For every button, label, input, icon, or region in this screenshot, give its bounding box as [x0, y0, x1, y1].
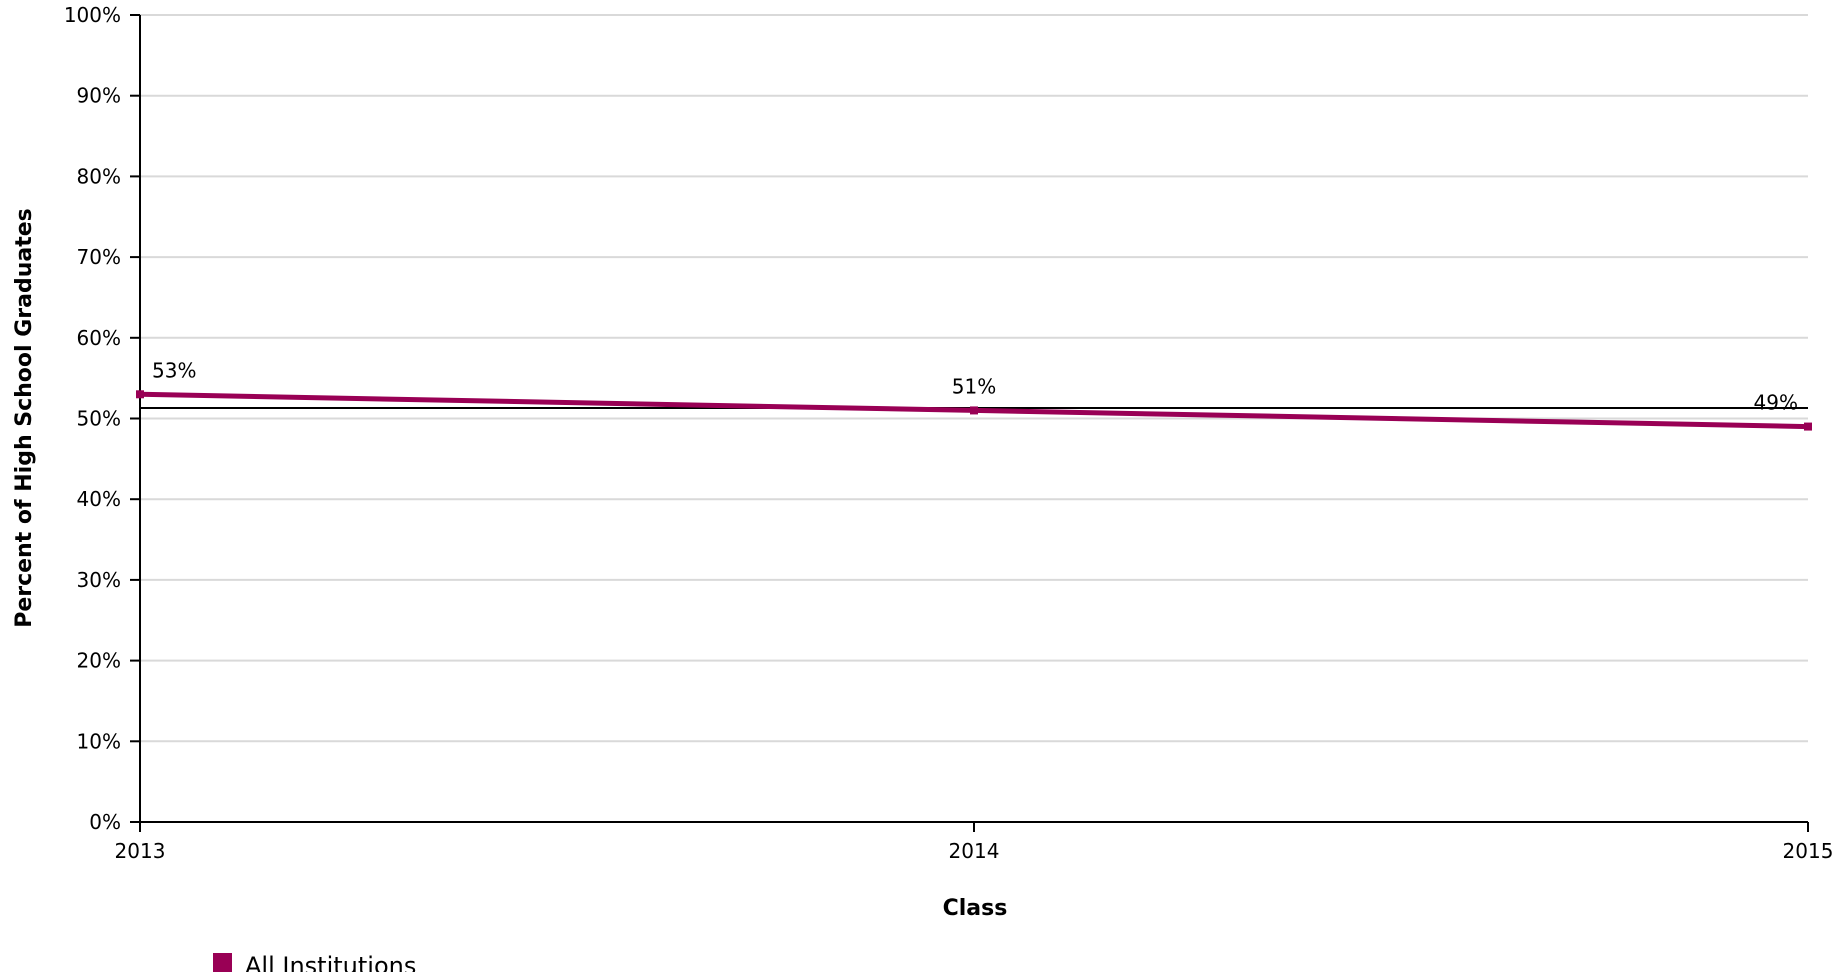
y-tick-label: 80% — [77, 164, 121, 188]
x-axis-title: Class — [943, 896, 1008, 921]
y-tick-label: 50% — [77, 407, 121, 431]
y-tick-label: 100% — [64, 3, 121, 27]
legend: All Institutions — [213, 952, 416, 972]
data-point — [136, 390, 144, 399]
y-tick-label: 30% — [77, 568, 121, 592]
y-tick-label: 10% — [77, 729, 121, 753]
legend-label-all-institutions: All Institutions — [245, 952, 416, 972]
y-tick-label: 90% — [77, 84, 121, 108]
y-tick-label: 70% — [77, 245, 121, 269]
data-label: 51% — [952, 374, 996, 398]
series-layer — [136, 390, 1812, 431]
data-point — [970, 406, 978, 415]
x-tick-label: 2013 — [115, 839, 166, 863]
y-tick-label: 20% — [77, 649, 121, 673]
y-tick-label: 60% — [77, 326, 121, 350]
x-tick-label: 2015 — [1783, 839, 1834, 863]
x-tick-label: 2014 — [949, 839, 1000, 863]
legend-swatch-all-institutions — [213, 953, 232, 972]
y-axis-title: Percent of High School Graduates — [12, 208, 37, 628]
y-ticks: 0% 10% 20% 30% 40% 50% 60% 70% 80% 90% 100% — [64, 3, 140, 834]
data-label: 53% — [152, 358, 196, 382]
data-point — [1804, 422, 1812, 431]
y-tick-label: 0% — [89, 810, 121, 834]
data-label: 49% — [1754, 391, 1798, 415]
data-labels: 53% 51% 49% — [152, 358, 1798, 414]
x-ticks: 2013 2014 2015 — [115, 822, 1834, 863]
y-tick-label: 40% — [77, 487, 121, 511]
gridlines — [140, 14, 1808, 743]
